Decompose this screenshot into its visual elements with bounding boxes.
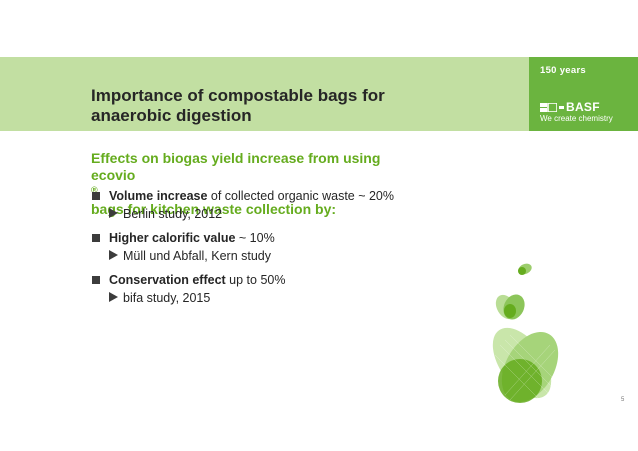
brand-logo: BASF <box>540 101 600 113</box>
square-bullet-icon <box>92 192 100 200</box>
page-number: 5 <box>621 397 625 403</box>
sub-bullet-text: Berlin study, 2012 <box>123 207 223 221</box>
square-bullet-icon <box>92 234 100 242</box>
bullet-text: up to 50% <box>225 273 286 287</box>
slide-subtitle: Effects on biogas yield increase from us… <box>91 150 380 218</box>
slide-title: Importance of compostable bags for anaer… <box>91 86 385 126</box>
sub-bullet: bifa study, 2015 <box>109 290 210 306</box>
basf-logo-icon <box>540 102 557 112</box>
slide-subtitle-line-2: ecovio ® bags for kitchen waste collectio… <box>91 167 380 218</box>
sub-bullet-text: Müll und Abfall, Kern study <box>123 249 271 263</box>
bullet-item: Higher calorific value ~ 10% Müll und Ab… <box>91 230 394 263</box>
slide-title-line-1: Importance of compostable bags for <box>91 86 385 105</box>
bullet-item: Volume increase of collected organic was… <box>91 188 395 221</box>
bullet-strong: Conservation effect <box>109 273 226 287</box>
sub-bullet: Berlin study, 2012 <box>109 206 222 222</box>
triangle-arrow-icon <box>109 208 118 218</box>
brand-slogan: We create chemistry <box>540 114 613 123</box>
brand-product-name: ecovio <box>91 167 136 183</box>
slide-subtitle-line-1: Effects on biogas yield increase from us… <box>91 150 381 166</box>
triangle-arrow-icon <box>109 250 118 260</box>
square-bullet-icon <box>92 276 100 284</box>
triangle-arrow-icon <box>109 292 118 302</box>
bullet-strong: Higher calorific value <box>109 231 236 245</box>
bullet-strong: Volume increase <box>109 189 208 203</box>
bullet-text: ~ 10% <box>235 231 275 245</box>
brand-panel <box>529 57 638 131</box>
anniversary-label: 150 years <box>540 65 587 76</box>
subtitle-line-2-rest: bags for kitchen waste collection by: <box>91 201 337 217</box>
registered-mark: ® <box>91 185 98 195</box>
bullet-item: Conservation effect up to 50% bifa study… <box>91 272 394 305</box>
bullet-text: of collected organic waste ~ 20% <box>207 189 395 203</box>
bullet-list: Volume increase of collected organic was… <box>91 188 394 314</box>
sub-bullet: Müll und Abfall, Kern study <box>109 248 271 264</box>
brand-name: BASF <box>566 100 600 114</box>
sub-bullet-text: bifa study, 2015 <box>123 291 211 305</box>
leaf-graphic <box>492 263 561 403</box>
brand-separator <box>559 105 564 109</box>
slide-title-line-2: anaerobic digestion <box>91 106 252 125</box>
